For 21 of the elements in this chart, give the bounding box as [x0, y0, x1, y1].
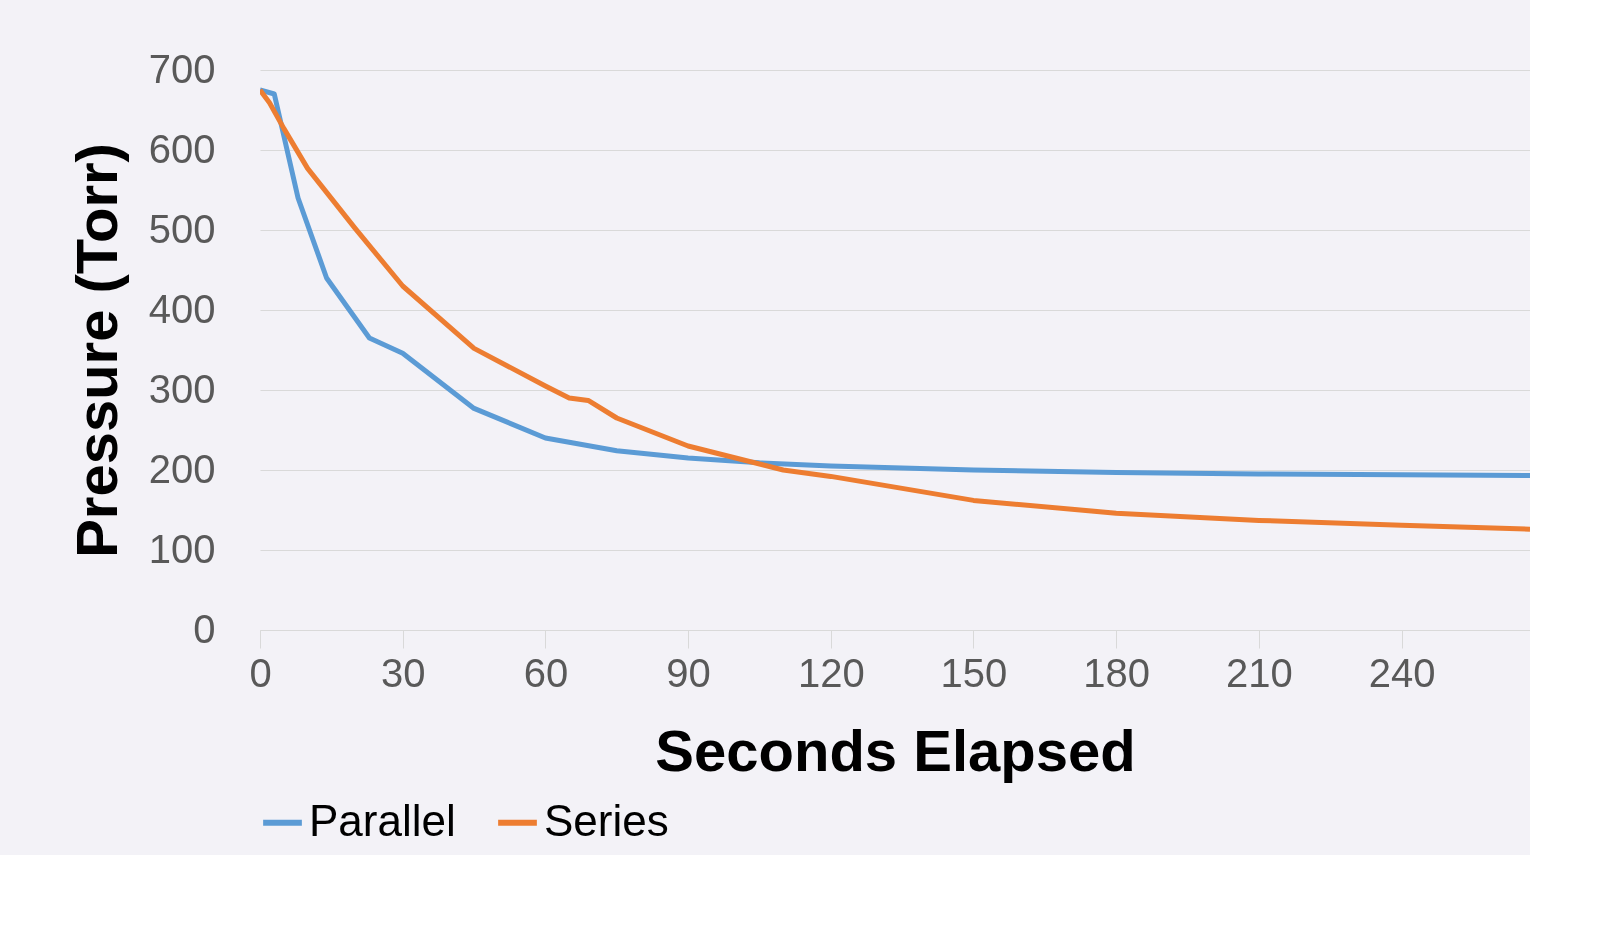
y-tick-label: 0: [193, 606, 216, 651]
y-axis-title: Pressure (Torr): [63, 143, 129, 558]
x-tick-label: 90: [666, 650, 711, 695]
y-tick-label: 100: [148, 526, 216, 571]
x-tick-label: 0: [249, 650, 272, 695]
x-tick-label: 150: [940, 650, 1008, 695]
legend-label: Series: [544, 795, 669, 845]
x-tick-label: 120: [797, 650, 865, 695]
y-tick-label: 600: [148, 126, 216, 171]
x-axis-title: Seconds Elapsed: [655, 717, 1136, 783]
x-tick-label: 240: [1368, 650, 1436, 695]
y-tick-label: 300: [148, 366, 216, 411]
y-tick-label: 400: [148, 286, 216, 331]
y-tick-label: 500: [148, 206, 216, 251]
y-tick-label: 700: [148, 46, 216, 91]
x-tick-label: 30: [380, 650, 426, 695]
legend-label: Parallel: [309, 795, 456, 845]
y-tick-label: 200: [148, 446, 216, 491]
x-tick-label: 210: [1226, 650, 1293, 695]
x-tick-label: 180: [1083, 650, 1151, 695]
x-tick-label: 60: [523, 650, 569, 695]
